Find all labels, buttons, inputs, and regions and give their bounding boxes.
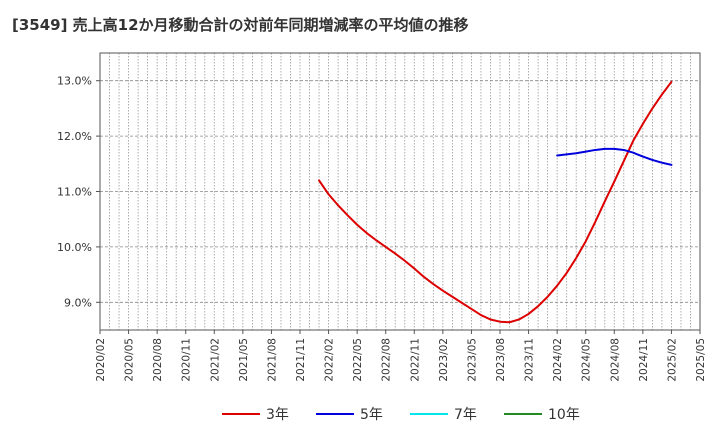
x-tick-label: 2022/02	[324, 338, 336, 382]
x-axis-ticks: 2020/02 2020/05 2020/08 2020/11 2021/02 2021/…	[95, 330, 707, 382]
x-tick-label: 2020/11	[181, 338, 193, 382]
y-tick-label: 11.0%	[57, 186, 92, 199]
series-lines	[318, 80, 673, 324]
x-tick-label: 2024/11	[638, 338, 650, 382]
x-tick-label: 2021/11	[295, 338, 307, 382]
chart-title: [3549] 売上高12か月移動合計の対前年同期増減率の平均値の推移	[12, 16, 469, 34]
x-tick-label: 2022/05	[352, 338, 364, 382]
y-tick-label: 10.0%	[57, 241, 92, 254]
x-tick-label: 2024/08	[609, 338, 621, 382]
x-tick-label: 2020/08	[152, 338, 164, 382]
series-line-3年	[318, 80, 673, 324]
legend-label-5年: 5年	[360, 407, 383, 423]
y-tick-label: 9.0%	[64, 296, 92, 309]
x-tick-label: 2023/08	[495, 338, 507, 382]
x-tick-label: 2021/05	[238, 338, 250, 382]
x-tick-label: 2023/02	[438, 338, 450, 382]
x-tick-label: 2023/11	[524, 338, 536, 382]
y-axis-ticks: 9.0% 10.0% 11.0% 12.0% 13.0%	[57, 75, 100, 309]
x-tick-label: 2024/02	[552, 338, 564, 382]
x-tick-label: 2022/11	[409, 338, 421, 382]
x-tick-label: 2021/02	[209, 338, 221, 382]
legend-label-7年: 7年	[454, 407, 477, 423]
y-tick-label: 13.0%	[57, 75, 92, 88]
legend-label-10年: 10年	[548, 407, 580, 423]
x-tick-label: 2020/02	[95, 338, 107, 382]
x-tick-label: 2025/05	[695, 338, 707, 382]
x-tick-label: 2021/08	[266, 338, 278, 382]
x-tick-label: 2025/02	[666, 338, 678, 382]
series-line-5年	[556, 147, 673, 166]
x-tick-label: 2020/05	[124, 338, 136, 382]
grid-lines	[100, 53, 700, 330]
x-tick-label: 2023/05	[466, 338, 478, 382]
y-tick-label: 12.0%	[57, 130, 92, 143]
legend: 3年 5年 7年 10年	[222, 407, 580, 423]
legend-label-3年: 3年	[266, 407, 289, 423]
x-tick-label: 2024/05	[581, 338, 593, 382]
x-tick-label: 2022/08	[381, 338, 393, 382]
